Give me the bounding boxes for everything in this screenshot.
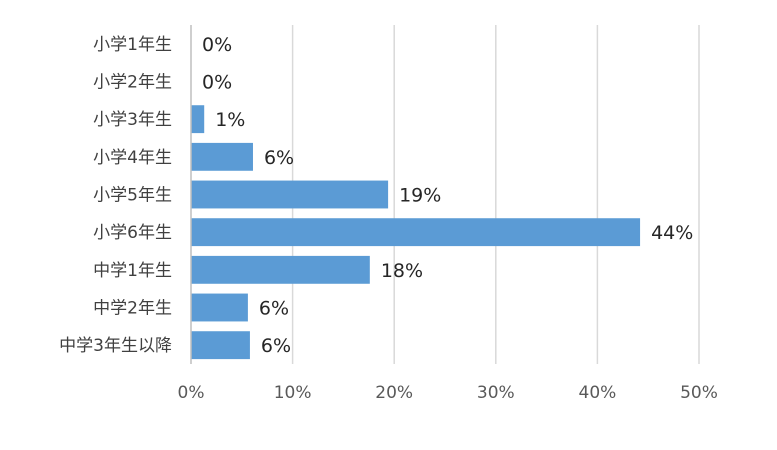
bars bbox=[191, 105, 641, 360]
data-label: 1% bbox=[215, 109, 245, 131]
gridlines bbox=[291, 25, 700, 364]
bar bbox=[191, 255, 370, 284]
x-tick-label: 20% bbox=[375, 383, 413, 403]
bar bbox=[191, 180, 389, 209]
bar bbox=[191, 293, 248, 322]
category-label: 中学2年生 bbox=[93, 299, 172, 319]
data-label: 0% bbox=[202, 34, 232, 56]
category-label: 小学1年生 bbox=[93, 35, 172, 55]
data-label: 6% bbox=[259, 298, 289, 320]
category-label: 小学6年生 bbox=[93, 223, 172, 243]
bar bbox=[191, 218, 641, 247]
category-label: 小学3年生 bbox=[93, 110, 172, 130]
x-tick-label: 40% bbox=[579, 383, 617, 403]
data-label: 44% bbox=[651, 222, 693, 244]
x-tick-label: 0% bbox=[178, 383, 205, 403]
category-label: 小学4年生 bbox=[93, 148, 172, 168]
labels: 0% 10% 20% 30% 40% 50% 小学1年生 0% 小学2年生 0% 小学3年生 1% 小学… bbox=[59, 34, 718, 403]
category-label: 中学3年生以降 bbox=[59, 336, 172, 356]
data-label: 0% bbox=[202, 72, 232, 94]
bar bbox=[191, 142, 253, 171]
category-label: 中学1年生 bbox=[93, 261, 172, 281]
bar bbox=[191, 105, 205, 134]
bar bbox=[191, 331, 250, 360]
x-tick-label: 30% bbox=[477, 383, 515, 403]
data-label: 6% bbox=[261, 335, 291, 357]
x-tick-label: 50% bbox=[680, 383, 718, 403]
data-label: 18% bbox=[381, 260, 423, 282]
category-label: 小学5年生 bbox=[93, 186, 172, 206]
category-label: 小学2年生 bbox=[93, 73, 172, 93]
x-tick-label: 10% bbox=[274, 383, 312, 403]
data-label: 19% bbox=[399, 185, 441, 207]
data-label: 6% bbox=[264, 147, 294, 169]
